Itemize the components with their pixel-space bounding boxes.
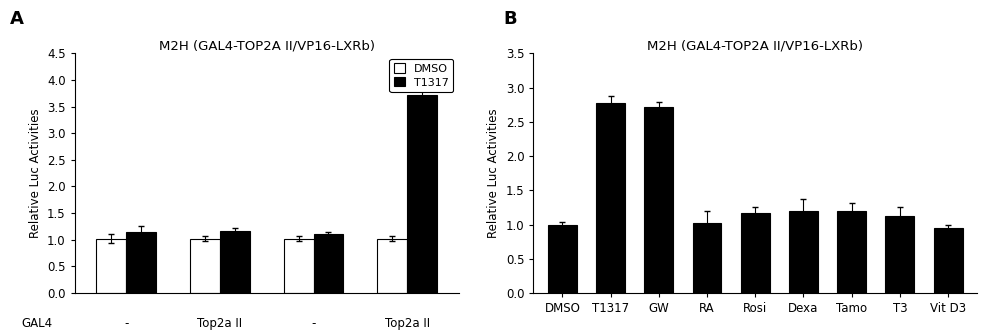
Legend: DMSO, T1317: DMSO, T1317	[389, 59, 453, 92]
Y-axis label: Relative Luc Activities: Relative Luc Activities	[488, 108, 500, 238]
Title: M2H (GAL4-TOP2A II/VP16-LXRb): M2H (GAL4-TOP2A II/VP16-LXRb)	[159, 39, 375, 52]
Bar	[189, 239, 220, 293]
Bar	[789, 211, 818, 293]
Bar	[885, 216, 914, 293]
Title: M2H (GAL4-TOP2A II/VP16-LXRb): M2H (GAL4-TOP2A II/VP16-LXRb)	[647, 39, 863, 52]
Text: A: A	[10, 10, 24, 28]
Text: B: B	[503, 10, 517, 28]
Bar	[548, 224, 577, 293]
Bar	[644, 107, 673, 293]
Bar	[313, 234, 343, 293]
Text: Top2a II: Top2a II	[385, 317, 430, 330]
Bar	[596, 103, 625, 293]
Bar	[97, 239, 127, 293]
Text: GAL4: GAL4	[21, 317, 52, 330]
Bar	[377, 239, 407, 293]
Text: -: -	[124, 317, 129, 330]
Bar	[220, 231, 250, 293]
Bar	[407, 95, 437, 293]
Text: Top2a II: Top2a II	[197, 317, 242, 330]
Text: -: -	[311, 317, 316, 330]
Bar	[933, 228, 962, 293]
Bar	[837, 211, 866, 293]
Bar	[693, 223, 722, 293]
Bar	[283, 239, 313, 293]
Y-axis label: Relative Luc Activities: Relative Luc Activities	[29, 108, 42, 238]
Bar	[741, 213, 770, 293]
Bar	[127, 232, 157, 293]
